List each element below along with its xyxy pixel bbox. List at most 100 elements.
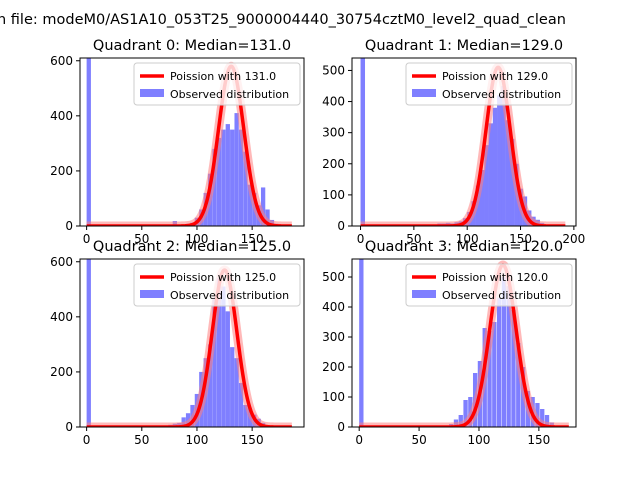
histogram-bar: [458, 415, 463, 427]
histogram-bar: [505, 120, 511, 226]
y-tick-label: 0: [65, 420, 73, 434]
histogram-bar: [497, 95, 502, 226]
histogram-bar: [216, 278, 222, 427]
y-tick-label: 500: [322, 270, 345, 284]
quadrant-3-fit: [355, 260, 573, 427]
x-tick-label: 0: [83, 433, 91, 447]
histogram-bar: [484, 145, 489, 226]
histogram-bar: [86, 259, 91, 427]
histogram-bar: [247, 184, 253, 226]
legend-label-fit: Poission with 129.0: [442, 70, 548, 83]
histogram-bar: [540, 409, 545, 427]
histogram-bar: [208, 344, 213, 427]
histogram-bar: [501, 86, 506, 226]
quadrant-1-legend: Poission with 129.0 Observed distribution: [405, 62, 573, 106]
quadrant-0-panel: 0 50 100 150 0 200 400 600 Quadrant 0: Median=13…: [50, 38, 305, 246]
histogram-bar: [225, 124, 230, 226]
x-tick-label: 150: [527, 433, 550, 447]
legend-box: [133, 263, 301, 307]
y-tick-label: 100: [322, 188, 345, 202]
legend-box: [405, 263, 573, 307]
histogram-bar: [86, 58, 91, 226]
x-tick-label: 100: [186, 232, 209, 246]
fit-curve: [359, 65, 567, 226]
histogram-bar: [212, 148, 217, 226]
y-tick-label: 300: [322, 330, 345, 344]
histogram-bar: [516, 343, 521, 427]
histogram-bar: [216, 137, 222, 226]
x-tick-label: 150: [241, 433, 264, 447]
histogram-bar: [544, 415, 550, 427]
x-tick-label: 150: [241, 232, 264, 246]
legend-label-observed: Observed distribution: [170, 289, 289, 302]
quadrant-1-panel: 0 50 100 150 200 0 100 200 300 400 500 Quadrant 1: …: [322, 38, 585, 246]
y-tick-label: 300: [322, 126, 345, 140]
quadrant-2-panel: 0 50 100 150 0 200 400 600 Quadrant 2: Median=12…: [50, 239, 305, 447]
legend-label-observed: Observed distribution: [442, 289, 561, 302]
histogram-bar: [234, 113, 239, 226]
y-tick-label: 400: [322, 300, 345, 314]
legend-label-fit: Poission with 125.0: [170, 271, 276, 284]
x-tick-label: 100: [186, 433, 209, 447]
histogram-bar: [501, 277, 507, 427]
legend-bar-swatch: [412, 89, 436, 97]
x-tick-label: 50: [134, 232, 149, 246]
histogram-bar: [230, 347, 235, 427]
x-tick-label: 50: [411, 433, 426, 447]
y-tick-label: 500: [322, 63, 345, 77]
y-tick-label: 400: [50, 310, 73, 324]
y-tick-label: 600: [50, 54, 73, 68]
axes-frame: [351, 57, 577, 227]
y-tick-label: 400: [50, 109, 73, 123]
x-tick-label: 100: [456, 232, 479, 246]
y-tick-label: 100: [322, 390, 345, 404]
legend-label-fit: Poission with 120.0: [442, 271, 548, 284]
histogram-bar: [360, 58, 366, 226]
fit-curve: [358, 263, 570, 427]
histogram-bar: [506, 286, 511, 427]
quadrant-2-title: Quadrant 2: Median=125.0: [93, 239, 291, 255]
legend-label-fit: Poission with 131.0: [170, 70, 276, 83]
histogram-bar: [359, 259, 364, 427]
quadrant-0-legend: Poission with 131.0 Observed distribution: [133, 62, 301, 106]
histogram-bar: [488, 123, 494, 226]
legend-box: [405, 62, 573, 106]
x-tick-label: 0: [357, 232, 365, 246]
y-tick-label: 200: [50, 365, 73, 379]
quadrant-3-title: Quadrant 3: Median=120.0: [365, 239, 563, 255]
legend-label-observed: Observed distribution: [442, 88, 561, 101]
y-tick-label: 200: [50, 164, 73, 178]
histogram-bar: [492, 107, 498, 226]
y-tick-label: 400: [322, 95, 345, 109]
quadrant-2-legend: Poission with 125.0 Observed distribution: [133, 263, 301, 307]
histogram-bar: [234, 358, 239, 427]
histogram-bar: [487, 331, 492, 427]
figure-title: n file: modeM0/AS1A10_053T25_9000004440_…: [0, 12, 566, 28]
legend-box: [133, 62, 301, 106]
histogram-bar: [238, 129, 244, 226]
x-tick-label: 0: [355, 433, 363, 447]
axes-frame: [79, 258, 305, 428]
quadrant-3-panel: 0 50 100 150 0 100 200 300 400 500 Quadrant 3: Med…: [322, 239, 577, 447]
quadrant-1-fit: [356, 62, 570, 226]
histogram-bar: [230, 129, 235, 226]
y-tick-label: 0: [337, 420, 345, 434]
legend-label-observed: Observed distribution: [170, 88, 289, 101]
histogram-bar: [243, 151, 248, 226]
x-tick-label: 100: [468, 433, 491, 447]
x-tick-label: 200: [562, 232, 585, 246]
y-tick-label: 600: [50, 255, 73, 269]
y-tick-label: 0: [65, 219, 73, 233]
x-tick-label: 0: [83, 232, 91, 246]
axes-frame: [79, 57, 305, 227]
quadrant-0-fit: [82, 61, 296, 226]
fit-curve: [85, 64, 294, 226]
legend-bar-swatch: [140, 89, 164, 97]
histogram-bar: [221, 129, 226, 226]
histogram-bar: [480, 170, 485, 226]
quadrant-0-title: Quadrant 0: Median=131.0: [93, 38, 291, 54]
quadrant-3-legend: Poission with 120.0 Observed distribution: [405, 263, 573, 307]
x-tick-label: 150: [509, 232, 532, 246]
y-tick-label: 200: [322, 360, 345, 374]
histogram-bar: [225, 311, 230, 427]
